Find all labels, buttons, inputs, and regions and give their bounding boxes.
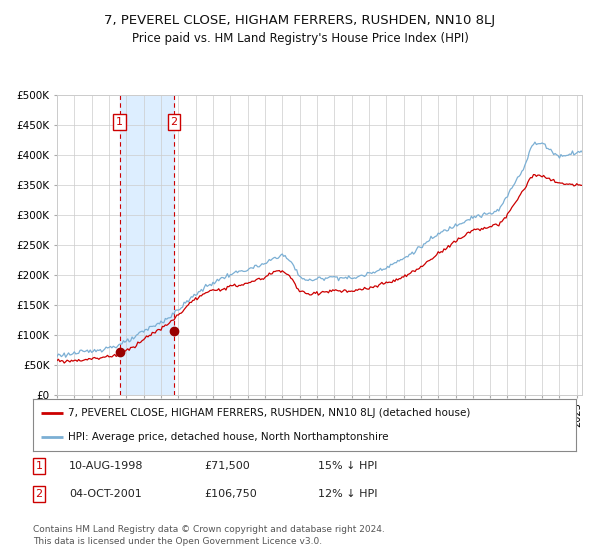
Text: 7, PEVEREL CLOSE, HIGHAM FERRERS, RUSHDEN, NN10 8LJ: 7, PEVEREL CLOSE, HIGHAM FERRERS, RUSHDE… [104, 14, 496, 27]
Text: 2: 2 [170, 117, 178, 127]
Text: 12% ↓ HPI: 12% ↓ HPI [318, 489, 377, 499]
Text: £71,500: £71,500 [204, 461, 250, 471]
Text: 1: 1 [116, 117, 123, 127]
Text: HPI: Average price, detached house, North Northamptonshire: HPI: Average price, detached house, Nort… [68, 432, 389, 442]
Text: Price paid vs. HM Land Registry's House Price Index (HPI): Price paid vs. HM Land Registry's House … [131, 32, 469, 45]
Text: 15% ↓ HPI: 15% ↓ HPI [318, 461, 377, 471]
Text: 7, PEVEREL CLOSE, HIGHAM FERRERS, RUSHDEN, NN10 8LJ (detached house): 7, PEVEREL CLOSE, HIGHAM FERRERS, RUSHDE… [68, 408, 470, 418]
Text: 2: 2 [35, 489, 43, 499]
Text: Contains HM Land Registry data © Crown copyright and database right 2024.
This d: Contains HM Land Registry data © Crown c… [33, 525, 385, 546]
Text: £106,750: £106,750 [204, 489, 257, 499]
Text: 1: 1 [35, 461, 43, 471]
Bar [119, 95, 174, 395]
Text: 10-AUG-1998: 10-AUG-1998 [69, 461, 143, 471]
Text: 04-OCT-2001: 04-OCT-2001 [69, 489, 142, 499]
